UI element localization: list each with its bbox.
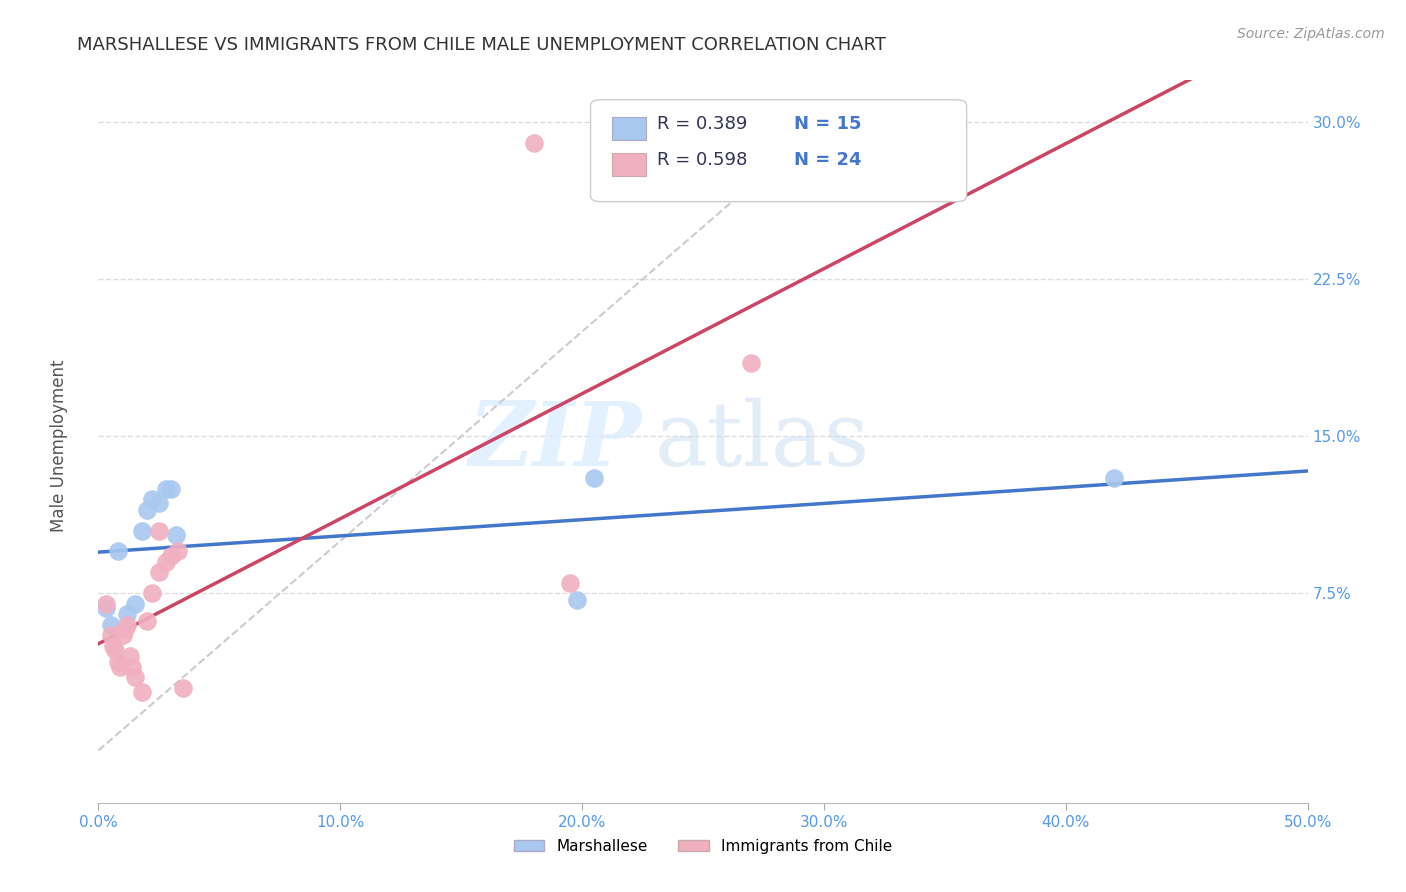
Point [155,482,177,496]
Text: N = 24: N = 24 [793,151,862,169]
Point [160,549,183,563]
Text: R = 0.598: R = 0.598 [657,151,748,169]
FancyBboxPatch shape [613,117,647,140]
Point [121,659,143,673]
Text: Source: ZipAtlas.com: Source: ZipAtlas.com [1237,27,1385,41]
Point [131,524,153,538]
Point [108,659,131,673]
Point [117,607,139,622]
Point [148,566,170,580]
Point [160,482,183,496]
Point [141,586,163,600]
Point [111,628,134,642]
Text: atlas: atlas [655,398,870,485]
Point [100,617,122,632]
Text: Male Unemployment: Male Unemployment [51,359,67,533]
Point [567,592,589,607]
Point [124,670,146,684]
Text: R = 0.389: R = 0.389 [657,115,748,133]
Point [118,649,141,664]
Point [114,622,136,636]
Text: N = 15: N = 15 [793,115,862,133]
Point [148,524,170,538]
Point [94,597,117,611]
Point [135,614,157,628]
Point [740,356,762,370]
Point [104,643,127,657]
Point [1102,471,1125,485]
Point [141,492,163,507]
Point [135,502,157,516]
Point [172,681,194,695]
Point [101,639,124,653]
Point [107,656,129,670]
Text: MARSHALLESE VS IMMIGRANTS FROM CHILE MALE UNEMPLOYMENT CORRELATION CHART: MARSHALLESE VS IMMIGRANTS FROM CHILE MAL… [77,36,886,54]
Point [94,601,117,615]
Point [523,136,546,150]
Point [107,544,129,558]
Point [155,555,177,569]
FancyBboxPatch shape [591,100,966,202]
Point [583,471,606,485]
Legend: Marshallese, Immigrants from Chile: Marshallese, Immigrants from Chile [508,833,898,860]
FancyBboxPatch shape [613,153,647,177]
Point [131,685,153,699]
Point [148,496,170,510]
Point [167,544,190,558]
Point [117,617,139,632]
Point [165,527,187,541]
Text: ZIP: ZIP [470,399,643,484]
Point [100,628,122,642]
Point [124,597,146,611]
Point [558,575,581,590]
